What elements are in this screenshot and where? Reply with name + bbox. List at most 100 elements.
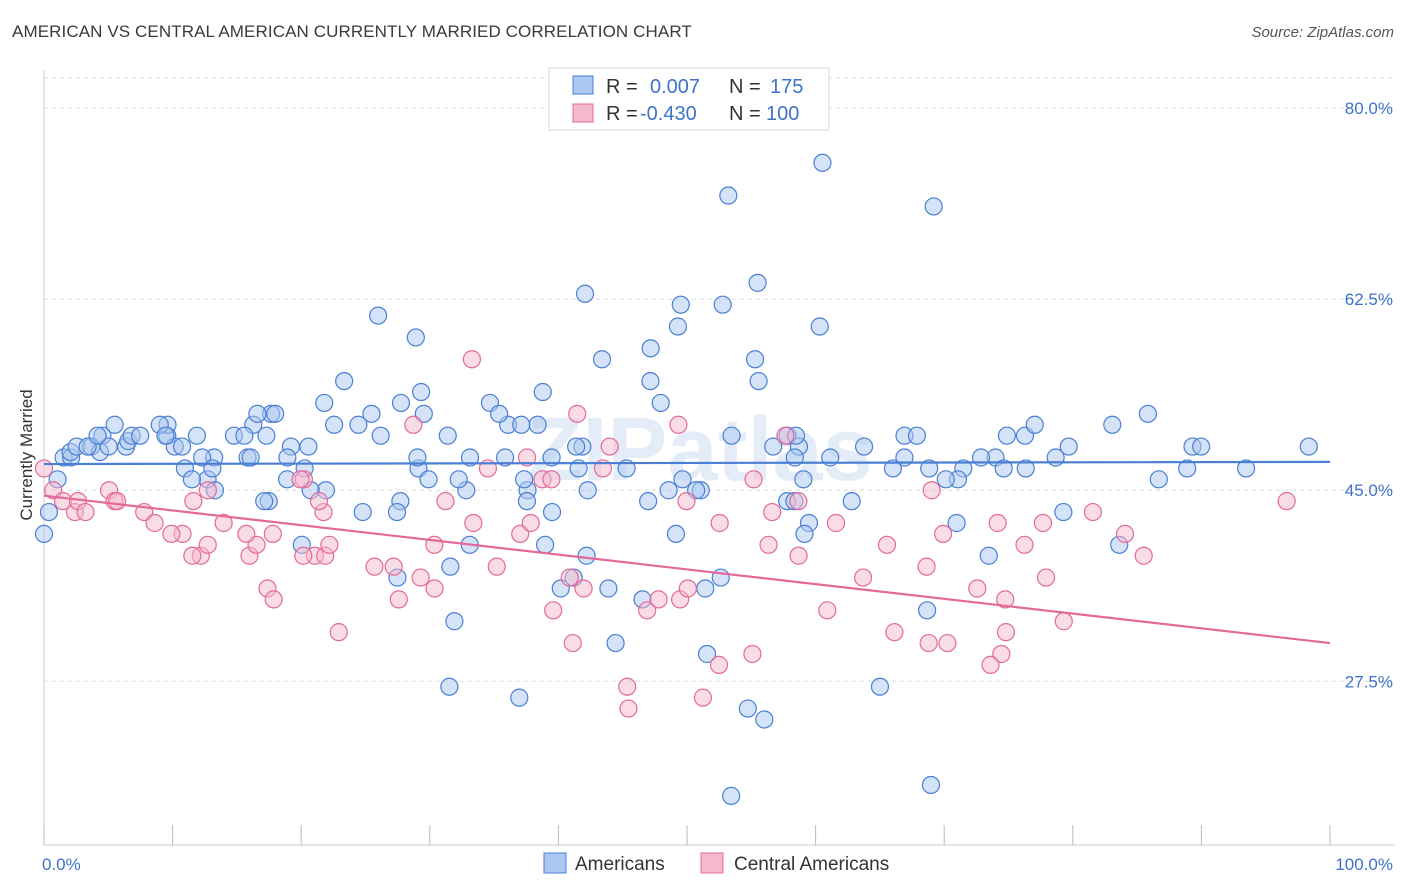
data-point	[1015, 535, 1034, 554]
data-point	[182, 470, 202, 489]
data-point	[462, 350, 482, 369]
data-point	[568, 404, 587, 423]
data-point	[389, 590, 408, 609]
data-point	[294, 546, 313, 565]
data-point	[918, 601, 937, 620]
data-point	[789, 492, 808, 511]
trend-lines	[43, 460, 1331, 645]
y-tick-label: 62.5%	[1345, 290, 1393, 309]
data-point	[853, 568, 873, 587]
data-point	[535, 535, 555, 554]
legend-n-value: 175	[770, 76, 803, 98]
data-point	[709, 655, 729, 674]
data-point	[693, 688, 713, 707]
data-point	[659, 481, 678, 500]
data-point	[749, 371, 768, 391]
data-point	[877, 535, 897, 554]
data-point	[419, 470, 438, 489]
data-point	[738, 699, 757, 718]
data-point	[574, 579, 593, 598]
data-point	[362, 404, 381, 423]
data-point	[936, 470, 955, 489]
data-point	[131, 426, 150, 445]
grid-lines	[44, 77, 1395, 682]
data-point	[649, 590, 668, 609]
data-point	[408, 448, 427, 467]
data-point	[384, 557, 403, 576]
data-point	[575, 284, 595, 303]
data-point	[577, 546, 596, 565]
data-point	[677, 492, 696, 511]
data-point	[464, 513, 483, 533]
data-point	[406, 328, 425, 347]
data-point	[88, 426, 107, 445]
data-point	[291, 470, 310, 489]
data-point	[1192, 437, 1211, 456]
trend-line-americans	[43, 460, 1331, 466]
data-point	[266, 404, 285, 423]
data-point	[919, 633, 938, 653]
bottom-legend-label-americans: Americans	[575, 854, 665, 875]
data-point	[76, 502, 95, 522]
data-point	[619, 699, 638, 718]
legend-n-label: N =	[729, 103, 761, 125]
data-point	[981, 655, 1000, 674]
data-point	[668, 317, 688, 336]
data-point	[436, 492, 455, 511]
data-point	[968, 579, 987, 598]
bottom-legend-label-central-americans: Central Americans	[734, 854, 889, 875]
data-point	[666, 524, 686, 544]
data-point	[325, 415, 344, 434]
data-point	[108, 492, 127, 511]
data-point	[1046, 448, 1065, 467]
data-point	[592, 350, 612, 369]
data-point	[818, 601, 837, 620]
data-point	[320, 535, 339, 554]
chart-source: Source: ZipAtlas.com	[1251, 24, 1394, 41]
data-point	[578, 481, 597, 500]
data-point	[885, 623, 904, 642]
data-point	[641, 371, 660, 391]
data-point	[391, 393, 411, 413]
data-point	[696, 579, 715, 598]
data-point	[198, 481, 217, 500]
data-point	[203, 459, 222, 478]
data-point	[404, 415, 423, 434]
data-point	[1134, 546, 1153, 565]
data-point	[763, 502, 782, 522]
data-point	[776, 426, 795, 445]
data-point	[184, 492, 203, 511]
data-point	[920, 459, 939, 478]
data-point	[39, 502, 59, 522]
data-point	[996, 590, 1015, 609]
data-point	[542, 448, 561, 467]
legend-swatch-blue	[572, 75, 594, 95]
data-point	[257, 426, 276, 445]
data-point	[994, 459, 1013, 478]
data-point	[755, 710, 774, 729]
data-point	[264, 590, 283, 609]
data-point	[512, 415, 531, 434]
trend-line-central-americans	[43, 494, 1331, 645]
data-point	[883, 459, 903, 478]
data-point	[921, 775, 941, 795]
data-point	[34, 524, 54, 544]
data-point	[641, 339, 660, 358]
bottom-legend-swatch-americans	[543, 852, 567, 874]
data-point	[1299, 437, 1318, 456]
data-point	[449, 470, 468, 489]
data-point	[934, 524, 953, 544]
data-point	[365, 557, 384, 576]
data-point	[521, 513, 540, 533]
legend-r-label: R =	[606, 76, 638, 98]
data-point	[671, 295, 690, 314]
data-point	[278, 448, 297, 467]
data-point	[789, 546, 808, 565]
data-point	[495, 448, 515, 467]
data-point	[490, 404, 509, 423]
data-point	[309, 492, 329, 511]
data-point	[255, 492, 274, 511]
data-point	[353, 502, 372, 522]
data-point	[810, 317, 829, 336]
